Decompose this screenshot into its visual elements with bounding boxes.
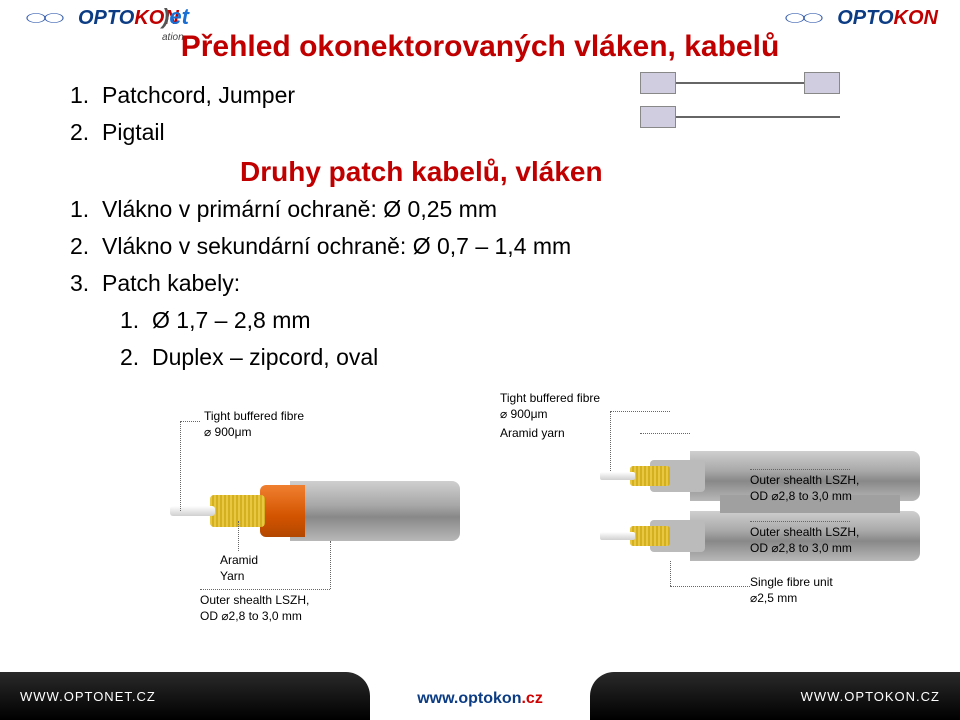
pointer-line — [610, 411, 670, 412]
connector-icon — [804, 72, 840, 94]
footer-center-url: www.optokon.cz — [0, 690, 960, 708]
connector-icon — [640, 72, 676, 94]
pointer-line — [200, 589, 330, 590]
simplex-body — [230, 481, 450, 541]
list-item-text: Vlákno v primární ochraně: Ø 0,25 mm — [102, 196, 497, 222]
label-tight-buffered: Tight buffered fibre ⌀ 900μm — [204, 409, 304, 440]
label-aramid: Aramid Yarn — [220, 553, 258, 584]
list-item: 1.Ø 1,7 – 2,8 mm — [120, 307, 900, 334]
list-item: 2.Vlákno v sekundární ochraně: Ø 0,7 – 1… — [70, 233, 900, 260]
sheath-icon — [290, 481, 460, 541]
fibre-icon — [600, 472, 635, 480]
label-sheath: Outer shealth LSZH, OD ⌀2,8 to 3,0 mm — [200, 593, 309, 624]
fibre-icon — [170, 506, 215, 516]
slide-content: Přehled okonektorovaných vláken, kabelů … — [0, 0, 960, 720]
list-types: 1.Vlákno v primární ochraně: Ø 0,25 mm 2… — [70, 196, 900, 371]
section-types: Druhy patch kabelů, vláken 1.Vlákno v pr… — [60, 156, 900, 371]
patchcord-diagram — [640, 72, 840, 94]
pointer-line — [750, 521, 850, 522]
footer-domain: optokon — [458, 690, 521, 707]
list-item: 3.Patch kabely: — [70, 270, 900, 297]
pointer-line — [238, 521, 239, 551]
connector-icon — [640, 106, 676, 128]
label-aramid-yarn: Aramid yarn — [500, 426, 565, 442]
fibre-line-icon — [676, 116, 840, 118]
list-item-text: Vlákno v sekundární ochraně: Ø 0,7 – 1,4… — [102, 233, 571, 259]
label-tight-buffered: Tight buffered fibre ⌀ 900μm — [500, 391, 600, 422]
aramid-icon — [630, 466, 670, 486]
pointer-line — [610, 411, 611, 471]
pointer-line — [670, 586, 750, 587]
pigtail-diagram — [640, 106, 840, 128]
label-sheath-bot: Outer shealth LSZH, OD ⌀2,8 to 3,0 mm — [750, 525, 859, 556]
pointer-line — [750, 469, 850, 470]
pointer-line — [670, 561, 671, 586]
pointer-line — [330, 541, 331, 589]
footer-tld: .cz — [521, 690, 542, 707]
pointer-line — [640, 433, 690, 434]
fibre-icon — [600, 532, 635, 540]
section-subtitle: Druhy patch kabelů, vláken — [240, 156, 900, 188]
cable-diagrams: Tight buffered fibre ⌀ 900μm Aramid Yarn… — [60, 391, 900, 621]
list-item-text: Ø 1,7 – 2,8 mm — [152, 307, 311, 333]
list-item-text: Duplex – zipcord, oval — [152, 344, 378, 370]
list-item: 1.Vlákno v primární ochraně: Ø 0,25 mm — [70, 196, 900, 223]
pointer-line — [180, 421, 181, 511]
aramid-icon — [630, 526, 670, 546]
list-item-text: Pigtail — [102, 119, 165, 145]
fibre-line-icon — [676, 82, 804, 84]
list-item-text: Patchcord, Jumper — [102, 82, 295, 108]
pointer-line — [180, 421, 200, 422]
list-item-text: Patch kabely: — [102, 270, 240, 296]
list-item: 2.Duplex – zipcord, oval — [120, 344, 900, 371]
cap-icon — [260, 485, 305, 537]
page-title: Přehled okonektorovaných vláken, kabelů — [60, 30, 900, 64]
mini-diagrams — [640, 72, 840, 140]
footer-www: www. — [417, 690, 458, 707]
label-single-unit: Single fibre unit ⌀2,5 mm — [750, 575, 833, 606]
label-sheath-top: Outer shealth LSZH, OD ⌀2,8 to 3,0 mm — [750, 473, 859, 504]
